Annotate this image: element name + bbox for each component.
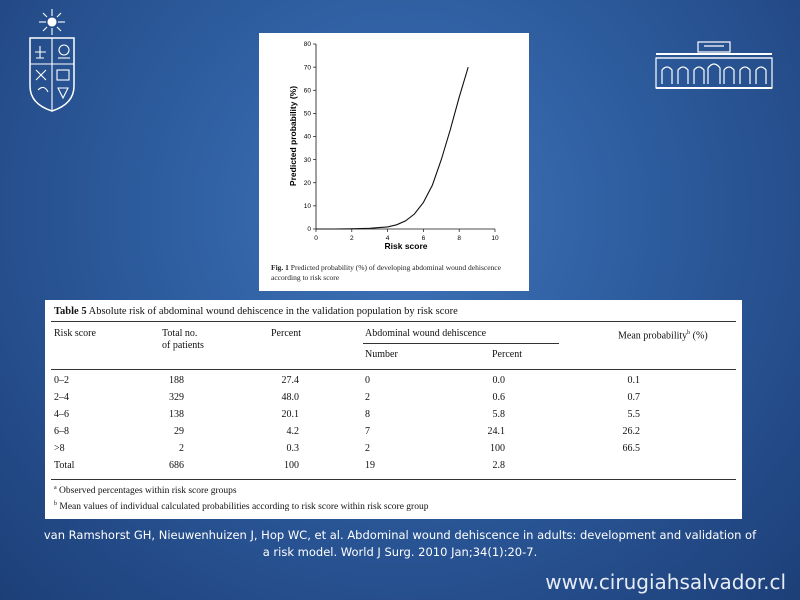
table-cell-total: 29: [174, 426, 184, 437]
table-cell-num: 19: [365, 460, 375, 471]
citation-line-1: van Ramshorst GH, Nieuwenhuizen J, Hop W…: [43, 528, 757, 542]
x-tick-label: 8: [457, 235, 461, 242]
header-mean-probability-text: Mean probability: [618, 330, 688, 342]
table-cell-num: 2: [365, 392, 370, 403]
table-cell-mean: 5.5: [627, 409, 641, 420]
table-header-rule: [51, 369, 736, 370]
table-cell-total: 329: [169, 392, 184, 403]
risk-score-chart: 0 2 4 6 8 10 0 10 20 30 40 50 60 70 80 Risk score Pred…: [288, 41, 499, 251]
table-cell-pct: 48.0: [281, 392, 300, 403]
table-cell-risk: 4–6: [54, 409, 69, 420]
series-line-predicted-probability: [316, 66, 469, 230]
header-wound-dehiscence: Abdominal wound dehiscence: [365, 328, 487, 339]
table-cell-pct: 100: [284, 460, 299, 471]
table-cell-num: 7: [365, 426, 370, 437]
table-cell-pct2: 0.6: [492, 392, 506, 403]
figure-caption: Fig. 1 Predicted probability (%) of deve…: [271, 263, 521, 283]
table-cell-pct: 20.1: [281, 409, 300, 420]
figure-caption-text: Predicted probability (%) of developing …: [271, 263, 501, 282]
header-total-line2: of patients: [162, 340, 204, 351]
table-title-label: Table 5: [54, 306, 87, 317]
footnote-marker-b: b: [687, 330, 691, 336]
footnote-b: b Mean values of individual calculated p…: [54, 501, 428, 512]
table-bottom-rule: [51, 479, 736, 480]
x-tick-label: 4: [386, 235, 390, 242]
header-number: Number: [365, 349, 398, 360]
table-cell-total: 2: [179, 443, 184, 454]
table-cell-pct2: 100: [490, 443, 505, 454]
website-url: www.cirugiahsalvador.cl: [545, 570, 786, 594]
table-cell-pct: 27.4: [281, 375, 300, 386]
y-tick-label: 70: [304, 64, 312, 71]
table-cell-risk: 0–2: [54, 375, 69, 386]
table-cell-num: 2: [365, 443, 370, 454]
table-cell-pct2: 0.0: [492, 375, 506, 386]
y-tick-label: 50: [304, 111, 312, 118]
table-cell-pct2: 2.8: [492, 460, 506, 471]
table-cell-pct: 4.2: [286, 426, 300, 437]
table-cell-pct2: 5.8: [492, 409, 506, 420]
table-top-rule: [51, 321, 736, 322]
table-title: Table 5 Absolute risk of abdominal wound…: [54, 306, 458, 317]
table-title-text: Absolute risk of abdominal wound dehisce…: [88, 306, 458, 317]
table-cell-num: 8: [365, 409, 370, 420]
header-mean-probability-unit: (%): [692, 330, 708, 342]
footnote-a: a Observed percentages within risk score…: [54, 485, 237, 496]
header-risk-score: Risk score: [54, 328, 96, 339]
table-cell-total: 686: [169, 460, 184, 471]
x-tick-label: 2: [350, 235, 354, 242]
hospital-building-logo: [655, 41, 773, 89]
footnote-b-text: Mean values of individual calculated pro…: [59, 502, 429, 513]
y-tick-label: 60: [304, 87, 312, 94]
x-tick-label: 6: [422, 235, 426, 242]
table-cell-num: 0: [365, 375, 370, 386]
table-cell-risk: 2–4: [54, 392, 69, 403]
table-cell-risk: 6–8: [54, 426, 69, 437]
header-percent: Percent: [271, 328, 301, 339]
footnote-a-mark: a: [54, 485, 57, 491]
y-tick-label: 20: [304, 180, 312, 187]
risk-table: Table 5 Absolute risk of abdominal wound…: [45, 300, 742, 519]
header-percent-2: Percent: [492, 349, 522, 360]
y-axis-label: Predicted probability (%): [288, 86, 298, 186]
table-cell-pct: 0.3: [286, 443, 300, 454]
y-tick-label: 40: [304, 134, 312, 141]
table-cell-mean: 0.1: [627, 375, 641, 386]
table-cell-mean: 0.7: [627, 392, 641, 403]
citation-line-2: a risk model. World J Surg. 2010 Jan;34(…: [262, 545, 538, 559]
y-tick-label: 30: [304, 157, 312, 164]
figure-caption-label: Fig. 1: [271, 263, 289, 272]
table-cell-mean: 66.5: [622, 443, 641, 454]
y-tick-label: 80: [304, 41, 312, 48]
x-tick-label: 0: [314, 235, 318, 242]
table-cell-total: 188: [169, 375, 184, 386]
y-tick-label: 10: [304, 203, 312, 210]
table-cell-total: 138: [169, 409, 184, 420]
citation: van Ramshorst GH, Nieuwenhuizen J, Hop W…: [0, 527, 800, 561]
table-cell-risk: >8: [54, 443, 65, 454]
table-cell-risk: Total: [54, 460, 75, 471]
footnote-b-mark: b: [54, 501, 57, 507]
table-cell-mean: 26.2: [622, 426, 641, 437]
x-tick-label: 10: [491, 235, 499, 242]
university-crest-logo: [29, 9, 75, 112]
table-cell-pct2: 24.1: [487, 426, 506, 437]
risk-score-figure: 0 2 4 6 8 10 0 10 20 30 40 50 60 70 80 Risk score Pred…: [259, 33, 529, 291]
header-mean-probability: Mean probabilityb (%): [618, 328, 708, 341]
y-tick-label: 0: [307, 226, 311, 233]
footnote-a-text: Observed percentages within risk score g…: [59, 486, 237, 497]
x-axis-label: Risk score: [385, 241, 428, 251]
header-total-line1: Total no.: [162, 328, 198, 339]
group-rule: [363, 343, 559, 344]
